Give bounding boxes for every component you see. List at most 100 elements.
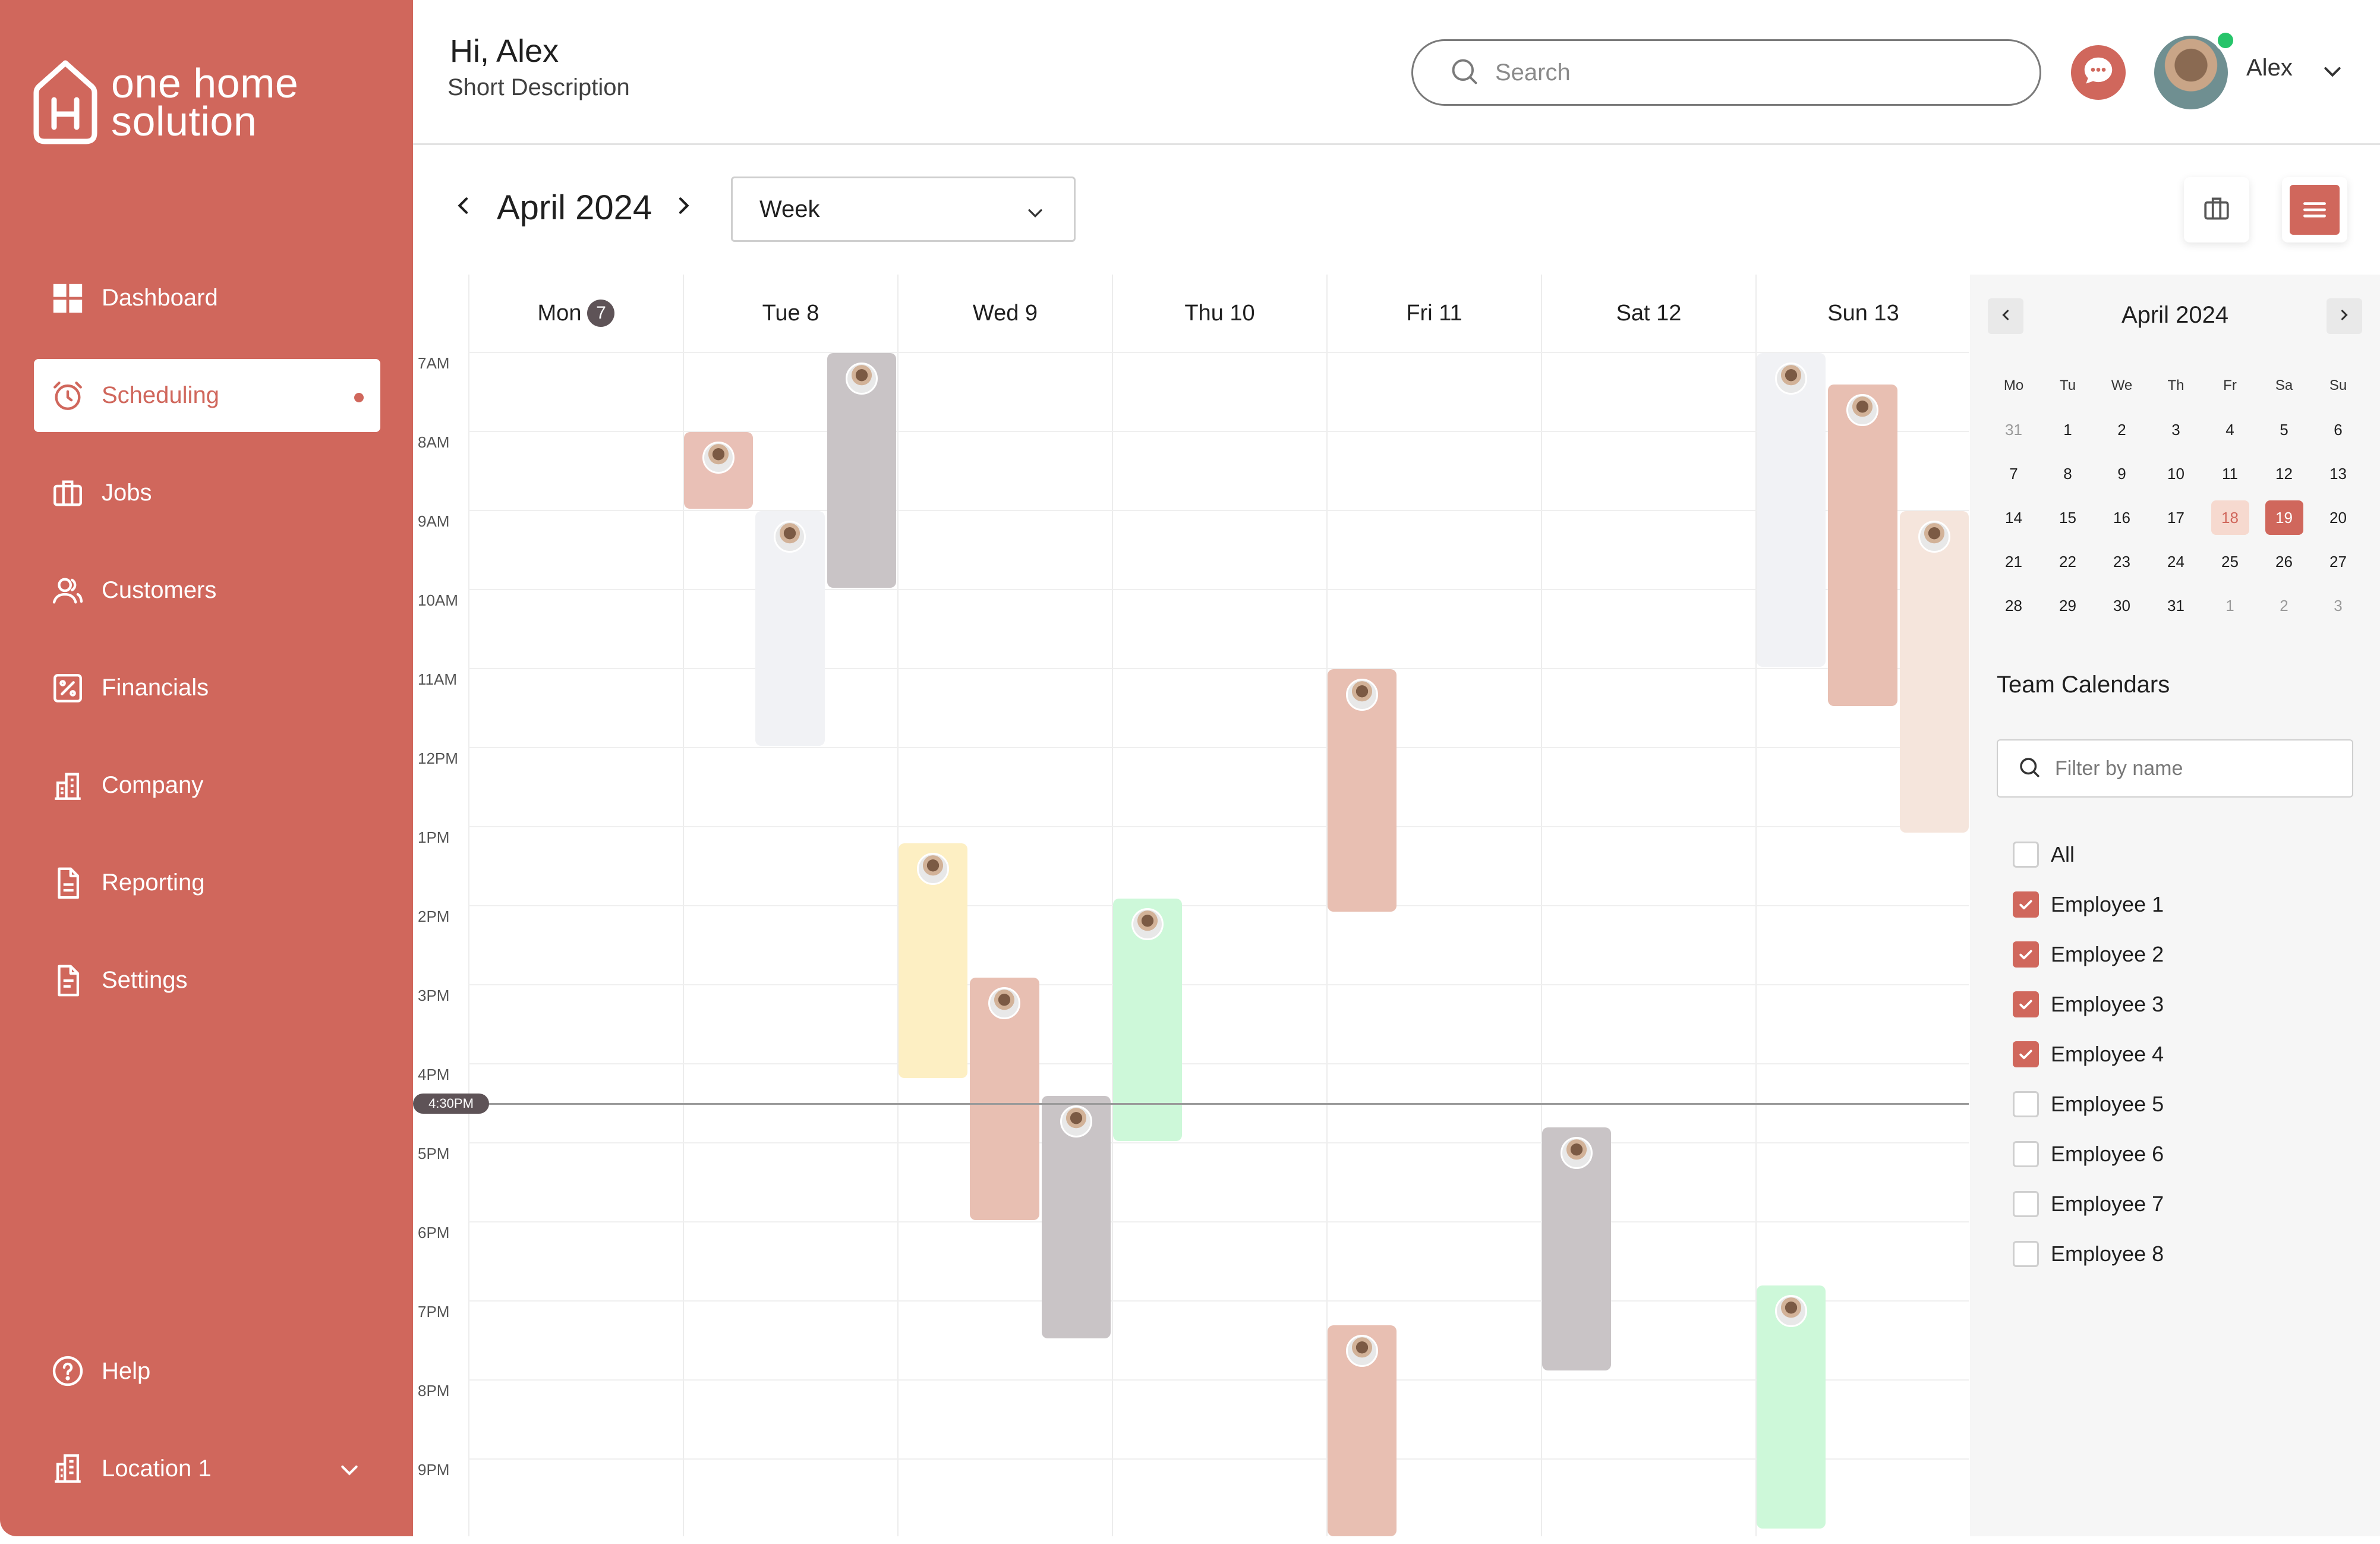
mini-day[interactable]: 9 <box>2095 456 2149 491</box>
sidebar-item-reporting[interactable]: Reporting <box>34 846 380 919</box>
mini-day[interactable]: 3 <box>2149 412 2203 447</box>
calendar-event[interactable] <box>1757 353 1826 667</box>
help-link[interactable]: Help <box>34 1341 380 1401</box>
mini-day[interactable]: 1 <box>2041 412 2095 447</box>
mini-day[interactable]: 18 <box>2203 500 2257 535</box>
calendar-event[interactable] <box>684 432 754 509</box>
calendar-event[interactable] <box>1328 669 1397 912</box>
employee-filter-item[interactable]: Employee 1 <box>2013 880 2164 929</box>
checkbox[interactable] <box>2013 991 2039 1017</box>
calendar-event[interactable] <box>1757 1285 1826 1529</box>
day-header-sun[interactable]: Sun 13 <box>1755 275 1970 352</box>
checkbox[interactable] <box>2013 1141 2039 1167</box>
calendar-event[interactable] <box>1041 1096 1111 1339</box>
day-header-mon[interactable]: Mon 7 <box>468 275 683 352</box>
chevron-right-icon[interactable] <box>672 190 695 224</box>
calendar-event[interactable] <box>755 511 825 746</box>
employee-filter-item[interactable]: Employee 5 <box>2013 1079 2164 1129</box>
checkbox[interactable] <box>2013 891 2039 918</box>
day-header-fri[interactable]: Fri 11 <box>1326 275 1541 352</box>
sidebar-item-jobs[interactable]: Jobs <box>34 456 380 530</box>
checkbox[interactable] <box>2013 1041 2039 1067</box>
chevron-left-icon[interactable] <box>452 190 475 224</box>
mini-day[interactable]: 31 <box>1987 412 2041 447</box>
mini-day[interactable]: 28 <box>1987 588 2041 623</box>
user-avatar[interactable] <box>2154 36 2228 109</box>
calendar-event[interactable] <box>899 843 968 1078</box>
sidebar-item-settings[interactable]: Settings <box>34 944 380 1017</box>
list-view-button[interactable] <box>2282 177 2347 242</box>
filter-input[interactable] <box>2055 757 2352 780</box>
mini-day[interactable]: 21 <box>1987 544 2041 579</box>
mini-day[interactable]: 11 <box>2203 456 2257 491</box>
chevron-down-icon[interactable] <box>2321 59 2344 86</box>
mini-day[interactable]: 22 <box>2041 544 2095 579</box>
checkbox[interactable] <box>2013 842 2039 868</box>
calendar-event[interactable] <box>1113 898 1183 1141</box>
day-header-tue[interactable]: Tue 8 <box>683 275 897 352</box>
jobs-view-button[interactable] <box>2184 177 2249 242</box>
mini-day[interactable]: 29 <box>2041 588 2095 623</box>
mini-day[interactable]: 3 <box>2311 588 2365 623</box>
day-header-thu[interactable]: Thu 10 <box>1112 275 1326 352</box>
day-header-sat[interactable]: Sat 12 <box>1541 275 1755 352</box>
employee-filter-item[interactable]: Employee 2 <box>2013 929 2164 979</box>
filter-box[interactable] <box>1997 739 2353 798</box>
mini-day[interactable]: 1 <box>2203 588 2257 623</box>
employee-filter-item[interactable]: All <box>2013 830 2164 880</box>
sidebar-item-dashboard[interactable]: Dashboard <box>34 261 380 335</box>
mini-day[interactable]: 15 <box>2041 500 2095 535</box>
sidebar-item-customers[interactable]: Customers <box>34 554 380 627</box>
mini-day[interactable]: 17 <box>2149 500 2203 535</box>
mini-day[interactable]: 13 <box>2311 456 2365 491</box>
employee-filter-item[interactable]: Employee 4 <box>2013 1029 2164 1079</box>
sidebar-item-company[interactable]: Company <box>34 749 380 822</box>
sidebar-item-financials[interactable]: Financials <box>34 651 380 724</box>
sidebar-item-scheduling[interactable]: Scheduling <box>34 359 380 432</box>
search-input[interactable] <box>1495 59 2018 86</box>
calendar-event[interactable] <box>1828 385 1897 707</box>
mini-day[interactable]: 19 <box>2257 500 2311 535</box>
mini-day[interactable]: 2 <box>2095 412 2149 447</box>
calendar-event[interactable] <box>827 353 896 588</box>
messages-button[interactable] <box>2071 45 2126 100</box>
employee-filter-item[interactable]: Employee 7 <box>2013 1179 2164 1229</box>
search-box[interactable] <box>1411 39 2041 106</box>
mini-day[interactable]: 26 <box>2257 544 2311 579</box>
brand-logo[interactable]: one home solution <box>33 58 298 146</box>
view-select[interactable]: Week <box>731 177 1076 242</box>
mini-day[interactable]: 8 <box>2041 456 2095 491</box>
calendar-event[interactable] <box>1899 511 1969 833</box>
mini-day[interactable]: 27 <box>2311 544 2365 579</box>
calendar-event[interactable] <box>970 977 1039 1220</box>
location-selector[interactable]: Location 1 <box>34 1439 380 1498</box>
mini-day[interactable]: 14 <box>1987 500 2041 535</box>
mini-day[interactable]: 7 <box>1987 456 2041 491</box>
mini-day[interactable]: 25 <box>2203 544 2257 579</box>
mini-day[interactable]: 6 <box>2311 412 2365 447</box>
mini-day[interactable]: 5 <box>2257 412 2311 447</box>
mini-day[interactable]: 24 <box>2149 544 2203 579</box>
user-name[interactable]: Alex <box>2246 55 2293 81</box>
checkbox[interactable] <box>2013 941 2039 968</box>
mini-day[interactable]: 20 <box>2311 500 2365 535</box>
mini-day[interactable]: 12 <box>2257 456 2311 491</box>
employee-filter-item[interactable]: Employee 8 <box>2013 1229 2164 1279</box>
employee-filter-item[interactable]: Employee 3 <box>2013 979 2164 1029</box>
checkbox[interactable] <box>2013 1091 2039 1117</box>
calendar-event[interactable] <box>1328 1325 1397 1536</box>
mini-day[interactable]: 4 <box>2203 412 2257 447</box>
checkbox[interactable] <box>2013 1191 2039 1217</box>
calendar-event[interactable] <box>1542 1127 1612 1370</box>
mini-day[interactable]: 31 <box>2149 588 2203 623</box>
employee-filter-item[interactable]: Employee 6 <box>2013 1129 2164 1179</box>
mini-prev-button[interactable] <box>1988 298 2023 334</box>
mini-day[interactable]: 2 <box>2257 588 2311 623</box>
checkbox[interactable] <box>2013 1241 2039 1267</box>
mini-day[interactable]: 16 <box>2095 500 2149 535</box>
mini-day[interactable]: 10 <box>2149 456 2203 491</box>
mini-day[interactable]: 23 <box>2095 544 2149 579</box>
day-header-wed[interactable]: Wed 9 <box>897 275 1112 352</box>
mini-day[interactable]: 30 <box>2095 588 2149 623</box>
mini-next-button[interactable] <box>2327 298 2362 334</box>
